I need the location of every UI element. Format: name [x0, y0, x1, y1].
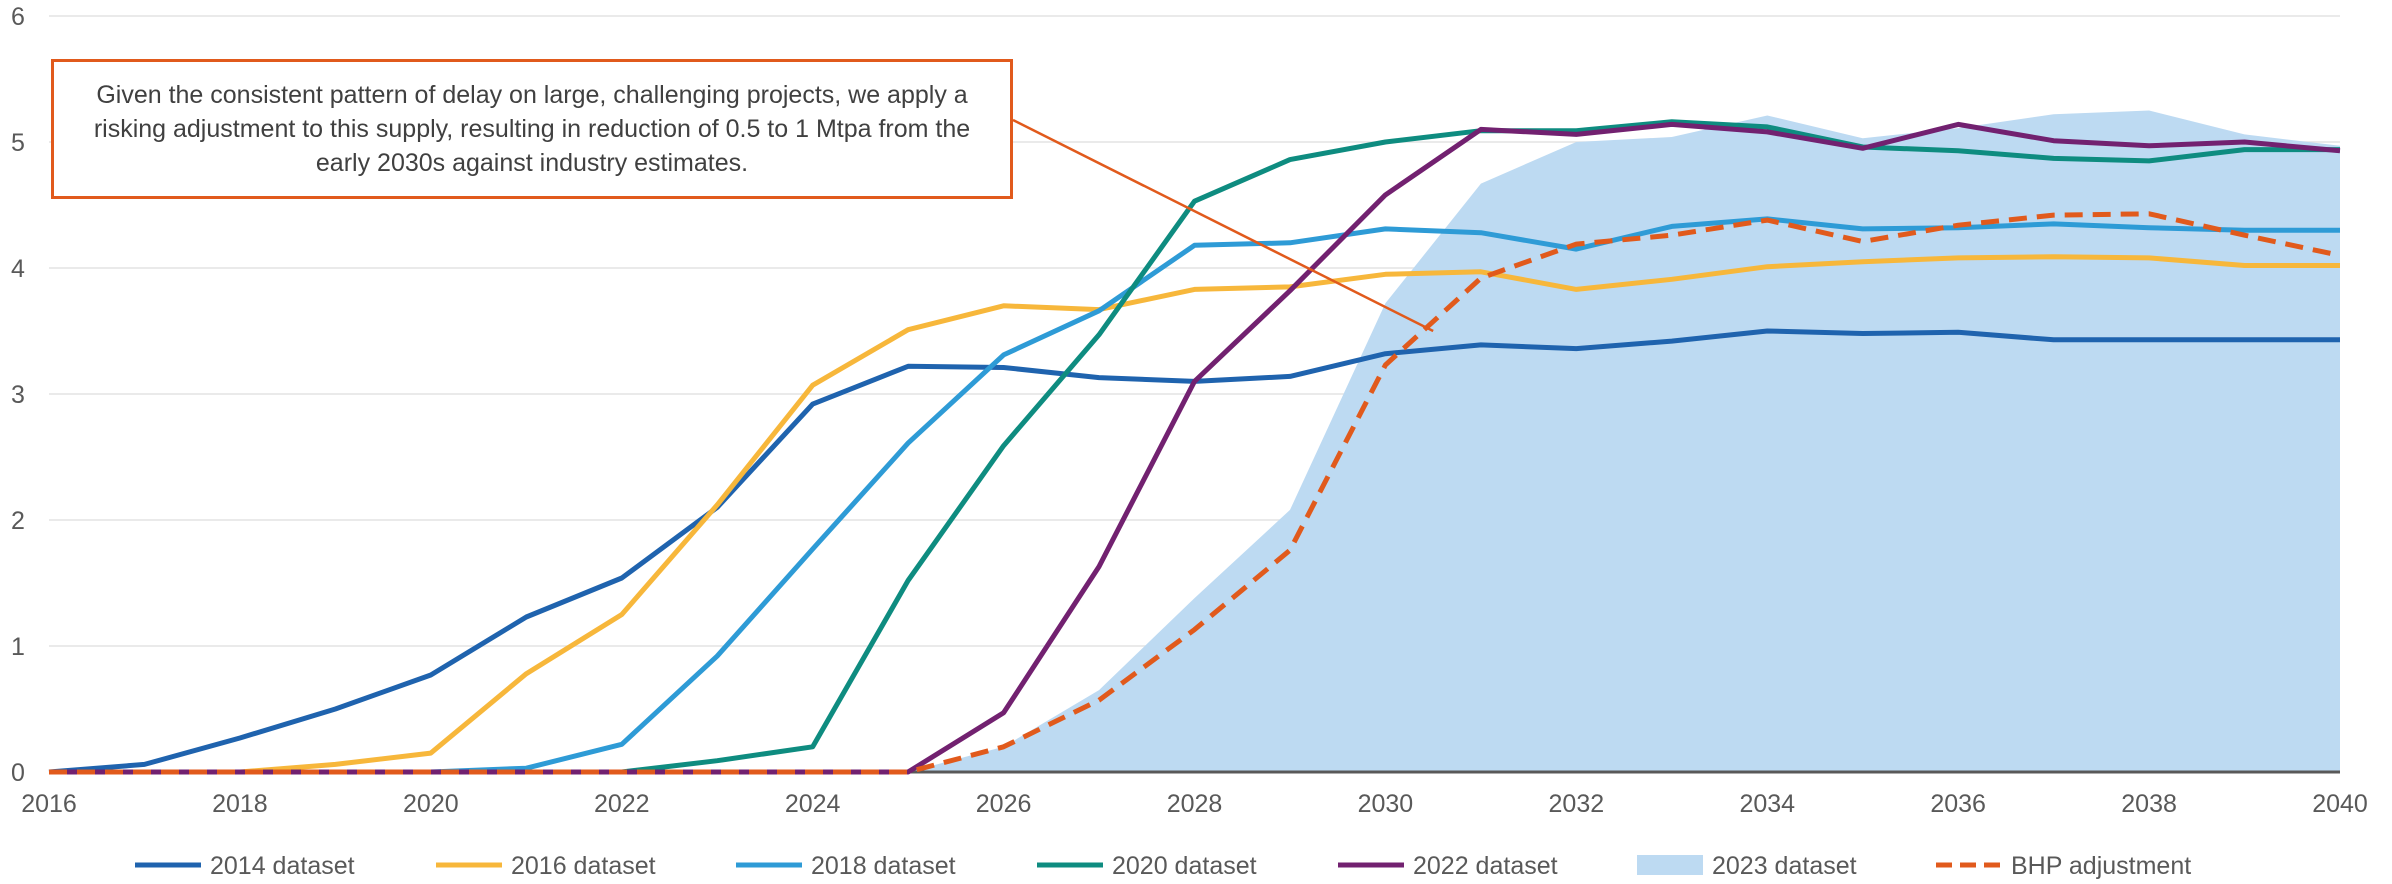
x-tick-label: 2028 — [1167, 790, 1223, 818]
x-tick-label: 2034 — [1739, 790, 1795, 818]
annotation-pointer-line — [1012, 118, 1434, 333]
y-tick-label: 1 — [11, 633, 25, 661]
legend-label-2020-dataset: 2020 dataset — [1112, 852, 1257, 879]
x-tick-label: 2022 — [594, 790, 650, 818]
x-tick-label: 2030 — [1358, 790, 1414, 818]
legend: 2014 dataset 2016 dataset 2018 dataset 2020… — [135, 852, 2191, 880]
series-bhp-adjustment — [49, 211, 2341, 775]
legend-swatch-2023-dataset — [1637, 855, 1703, 875]
tick-labels: 0 1 2 3 4 5 6 2016 2018 2020 2022 2024 2026 2028 2030 2… — [11, 3, 2368, 818]
x-tick-label: 2016 — [21, 790, 77, 818]
legend-label-2014-dataset: 2014 dataset — [210, 852, 355, 879]
area-layer — [49, 110, 2340, 772]
legend-label-bhp-adjustment: BHP adjustment — [2011, 852, 2191, 879]
annotation-pointer — [1012, 118, 1434, 333]
x-tick-label: 2032 — [1549, 790, 1605, 818]
dashed-layer — [49, 211, 2341, 775]
legend-label-2018-dataset: 2018 dataset — [811, 852, 956, 879]
y-tick-label: 4 — [11, 255, 25, 283]
y-tick-label: 3 — [11, 381, 25, 409]
legend-label-2022-dataset: 2022 dataset — [1413, 852, 1558, 879]
series-2016-dataset — [49, 254, 2340, 775]
y-tick-label: 2 — [11, 507, 25, 535]
x-tick-label: 2018 — [212, 790, 268, 818]
annotation-box: Given the consistent pattern of delay on… — [51, 59, 1013, 199]
x-tick-label: 2024 — [785, 790, 841, 818]
x-tick-label: 2020 — [403, 790, 459, 818]
annotation-text: Given the consistent pattern of delay on… — [93, 81, 971, 177]
y-tick-label: 5 — [11, 129, 25, 157]
y-tick-label: 0 — [11, 759, 25, 787]
legend-label-2016-dataset: 2016 dataset — [511, 852, 656, 879]
area-2023-dataset — [49, 110, 2340, 772]
x-tick-label: 2040 — [2312, 790, 2368, 818]
x-tick-label: 2038 — [2121, 790, 2177, 818]
x-tick-label: 2026 — [976, 790, 1032, 818]
y-tick-label: 6 — [11, 3, 25, 31]
legend-label-2023-dataset: 2023 dataset — [1712, 852, 1857, 879]
x-tick-label: 2036 — [1930, 790, 1986, 818]
